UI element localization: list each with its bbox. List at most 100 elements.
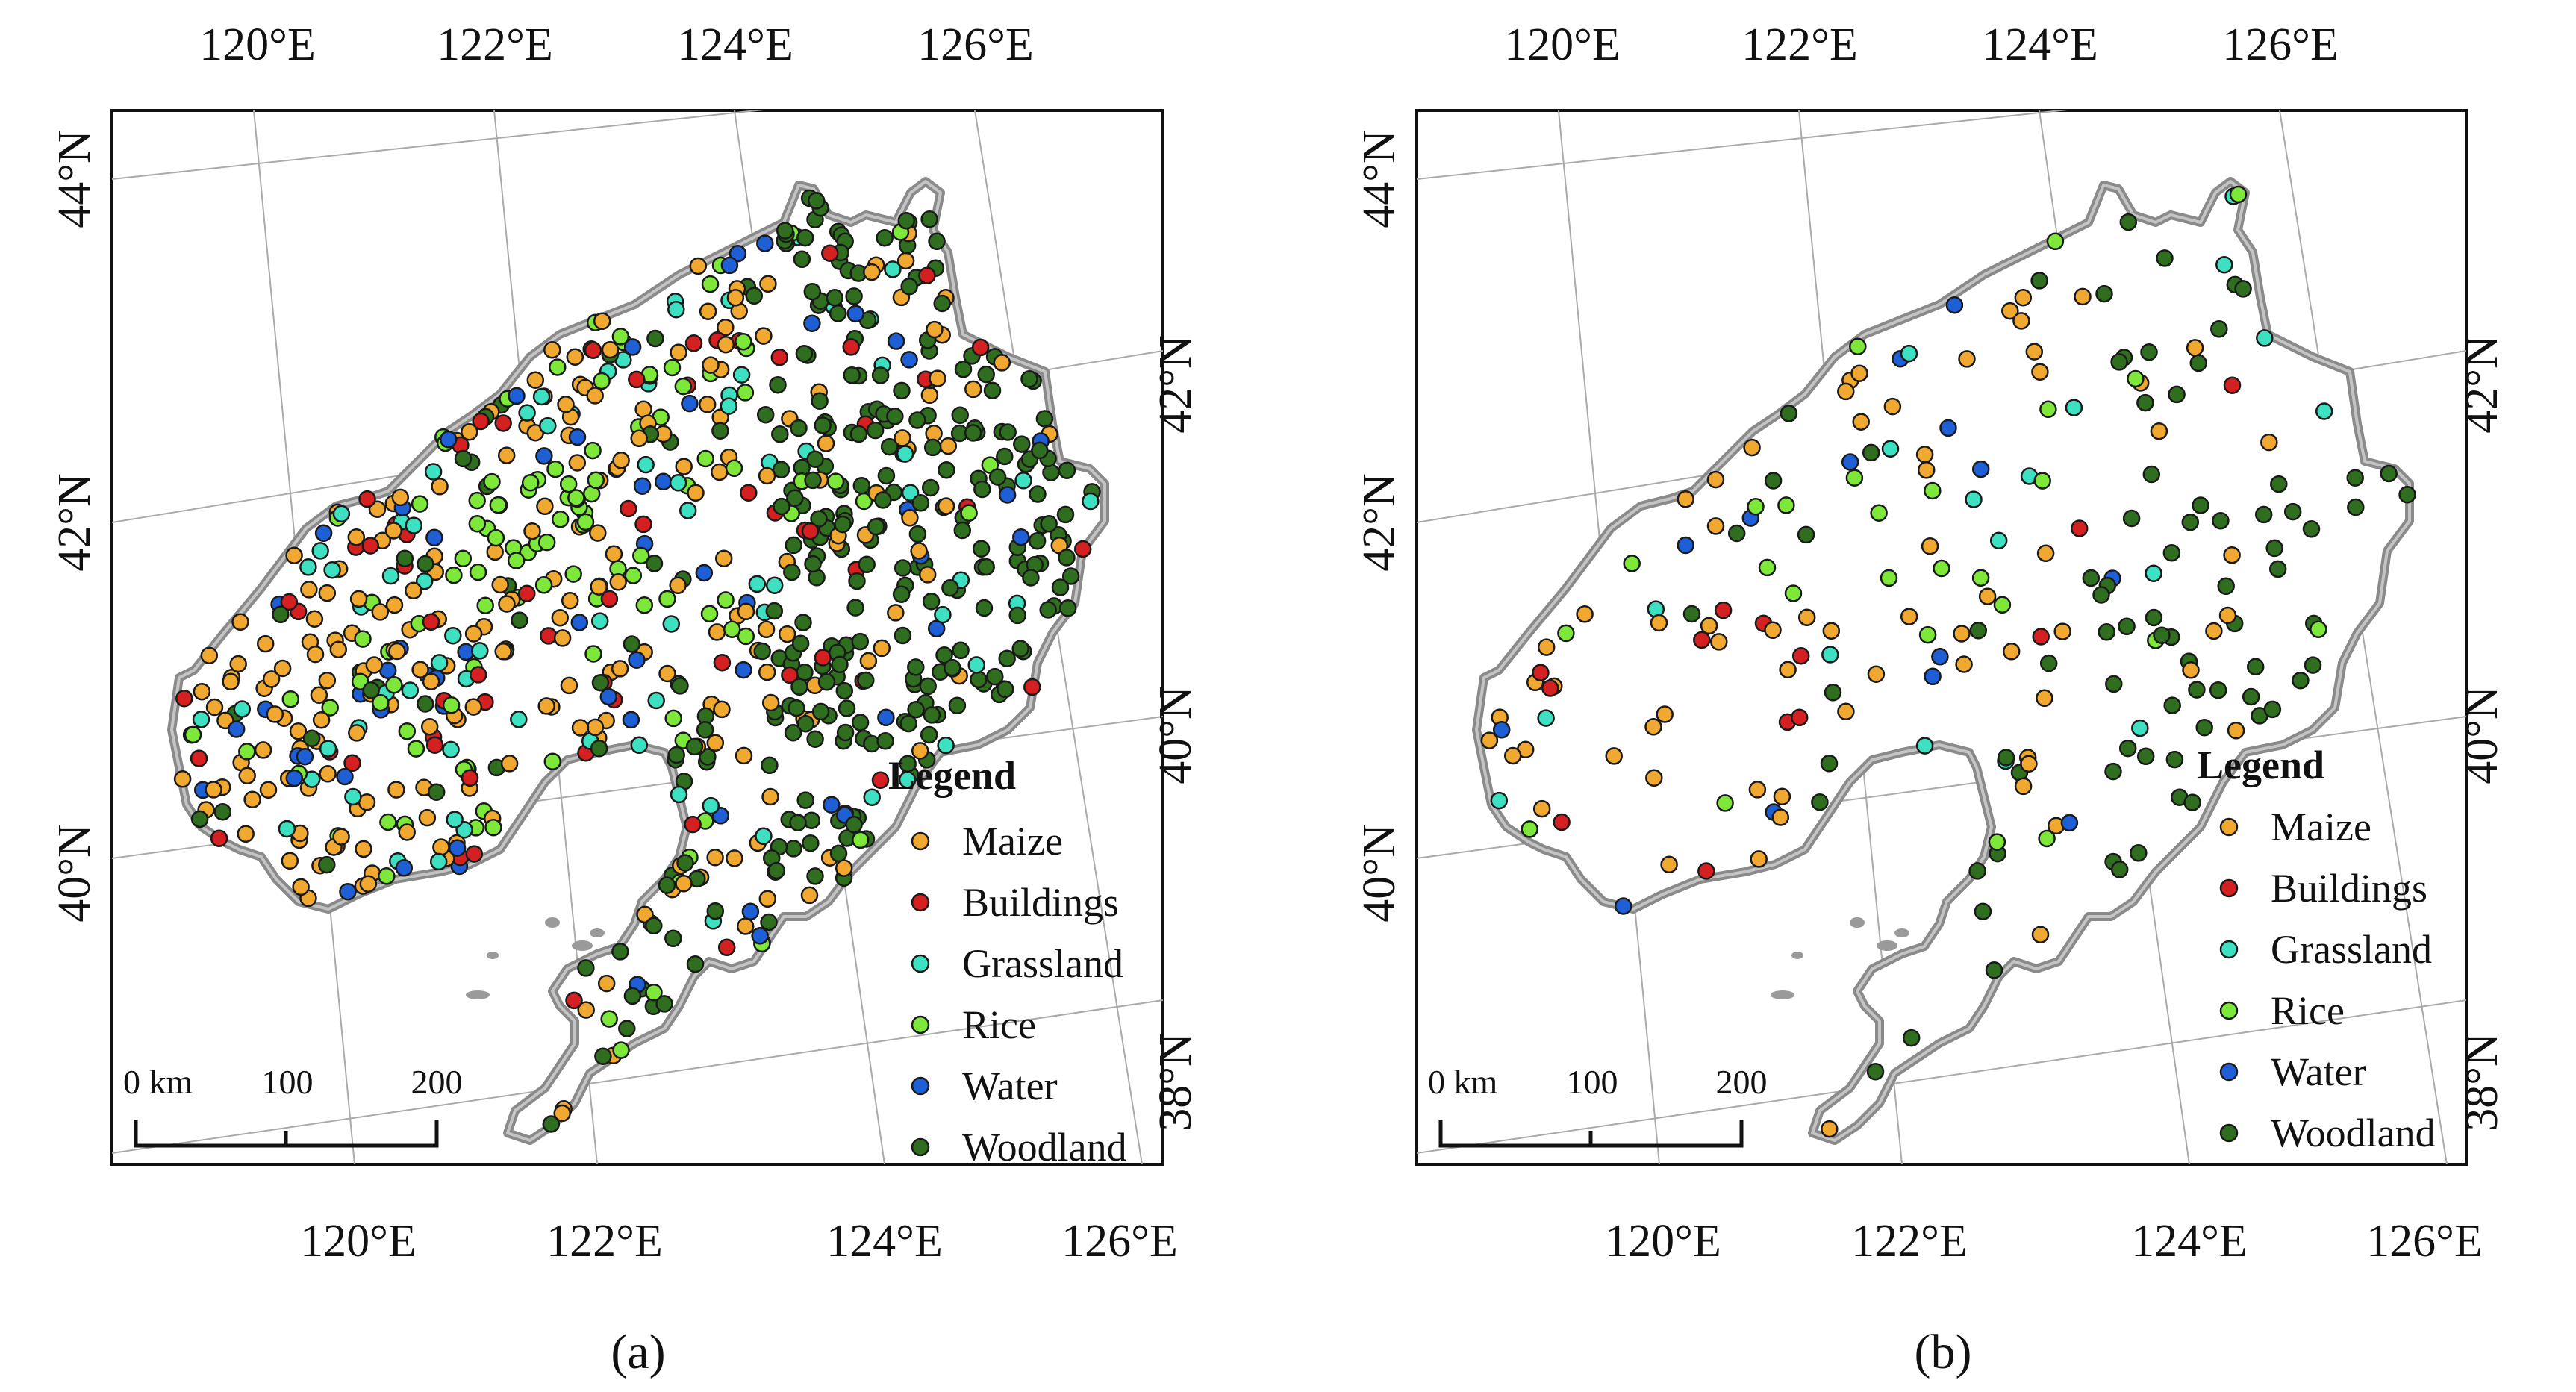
sample-point-maize-a (711, 463, 729, 481)
sample-point-woodland-a (1035, 410, 1054, 428)
sample-point-woodland-b (2153, 626, 2171, 644)
sample-point-woodland-b (1862, 443, 1880, 462)
sample-point-woodland-a (1013, 435, 1031, 453)
sample-point-maize-a (717, 335, 735, 354)
sample-point-woodland-a (796, 791, 814, 809)
sample-point-buildings-a (343, 754, 361, 773)
sample-point-maize-b (2260, 433, 2278, 452)
sample-point-maize-b (2020, 755, 2038, 773)
scale-label-b-100: 100 (1567, 1063, 1618, 1101)
sample-point-rice-a (372, 693, 390, 712)
lon-top-a-126: 126°E (917, 19, 1034, 70)
sample-point-maize-a (726, 849, 743, 867)
sample-point-water-a (285, 769, 304, 787)
sample-point-woodland-a (848, 572, 866, 590)
sample-point-woodland-b (2292, 671, 2310, 690)
sample-point-woodland-a (1039, 601, 1057, 619)
sample-point-rice-a (593, 372, 611, 390)
sample-point-water-b (2060, 814, 2079, 832)
sample-point-maize-b (1605, 747, 1623, 765)
sample-point-woodland-b (1682, 605, 1701, 623)
scale-bar-a: 0 km 100 200 (123, 1063, 463, 1148)
sample-point-maize-b (1750, 850, 1768, 868)
sample-point-maize-a (305, 610, 324, 628)
sample-point-woodland-a (1058, 599, 1077, 617)
sample-point-water-b (1677, 536, 1694, 555)
sample-point-woodland-b (2105, 675, 2123, 693)
sample-point-woodland-a (1022, 569, 1040, 587)
sample-point-woodland-b (2092, 586, 2110, 604)
lat-left-b-44: 44°N (1354, 130, 1405, 228)
sample-point-woodland-b (2039, 654, 2058, 672)
sample-point-water-a (535, 447, 553, 465)
lat-left-a-40: 40°N (49, 824, 100, 923)
sample-point-woodland-a (975, 599, 994, 617)
sample-point-maize-b (2223, 546, 2241, 564)
sample-point-water-a (695, 564, 714, 582)
sample-point-grassland-a (278, 820, 296, 838)
sample-point-woodland-a (948, 696, 967, 715)
sample-point-buildings-a (190, 749, 208, 767)
sample-point-maize-a (306, 645, 325, 664)
legend-label-rice-b: Rice (2271, 988, 2345, 1033)
sample-point-maize-b (1915, 446, 1934, 464)
sample-point-grassland-a (669, 474, 687, 492)
sample-point-maize-a (758, 466, 776, 485)
sample-point-woodland-a (826, 289, 843, 307)
sample-point-rice-a (398, 722, 417, 740)
sample-point-grassland-b (1965, 490, 1983, 508)
sample-point-woodland-a (776, 222, 794, 240)
legend-label-rice-a: Rice (962, 1002, 1036, 1047)
sample-point-grassland-b (2065, 399, 2083, 416)
sample-point-rice-a (664, 709, 682, 728)
sample-point-maize-a (388, 642, 406, 661)
sample-point-maize-a (601, 340, 620, 359)
sample-point-woodland-a (789, 814, 807, 831)
sample-point-rice-b (1988, 833, 2006, 851)
scale-label-b-200: 200 (1716, 1063, 1768, 1101)
sample-point-maize-b (2012, 312, 2030, 330)
sample-point-grassland-a (679, 502, 697, 519)
sample-point-woodland-a (858, 555, 876, 574)
sample-point-woodland-b (1997, 749, 2015, 767)
sample-point-maize-a (993, 354, 1011, 372)
sample-point-maize-a (708, 623, 726, 641)
sample-point-maize-b (1700, 617, 1718, 635)
sample-point-woodland-a (417, 695, 434, 713)
sample-point-maize-b (2025, 343, 2044, 361)
sample-point-rice-a (379, 813, 397, 831)
sample-point-maize-b (1978, 587, 1997, 605)
lon-bottom-b-124: 124°E (2131, 1216, 2248, 1267)
sample-point-grassland-a (702, 796, 720, 815)
sample-point-woodland-a (923, 438, 942, 457)
sample-point-grassland-a (647, 691, 665, 710)
sample-point-woodland-a (785, 536, 802, 555)
legend-swatch-water-a (911, 1076, 930, 1096)
sample-point-woodland-b (1764, 472, 1783, 490)
sample-point-maize-a (817, 434, 835, 452)
sample-point-maize-a (759, 275, 777, 293)
sample-point-woodland-a (667, 746, 685, 764)
sample-point-rice-b (1924, 481, 1942, 500)
sample-point-maize-a (964, 380, 982, 399)
sample-point-maize-a (318, 584, 337, 602)
sample-point-maize-b (1917, 461, 1936, 479)
sample-point-rice-a (378, 867, 396, 885)
sample-point-maize-a (706, 848, 724, 867)
sample-point-maize-b (1706, 517, 1725, 535)
sample-point-maize-b (1748, 781, 1767, 799)
sample-point-maize-a (939, 437, 958, 455)
sample-point-woodland-a (951, 406, 969, 425)
sample-point-woodland-a (1029, 485, 1047, 503)
sample-point-woodland-b (1811, 793, 1829, 811)
sample-point-maize-b (1532, 799, 1551, 818)
sample-point-water-a (314, 524, 333, 543)
sample-point-maize-a (929, 369, 946, 387)
sample-point-maize-a (349, 590, 368, 608)
lat-right-a-40: 40°N (1150, 686, 1201, 784)
sample-point-rice-b (1521, 820, 1538, 838)
sample-point-rice-b (1880, 569, 1898, 587)
sample-point-buildings-a (425, 736, 444, 754)
sample-point-water-a (227, 720, 246, 738)
sample-point-woodland-a (796, 228, 814, 247)
